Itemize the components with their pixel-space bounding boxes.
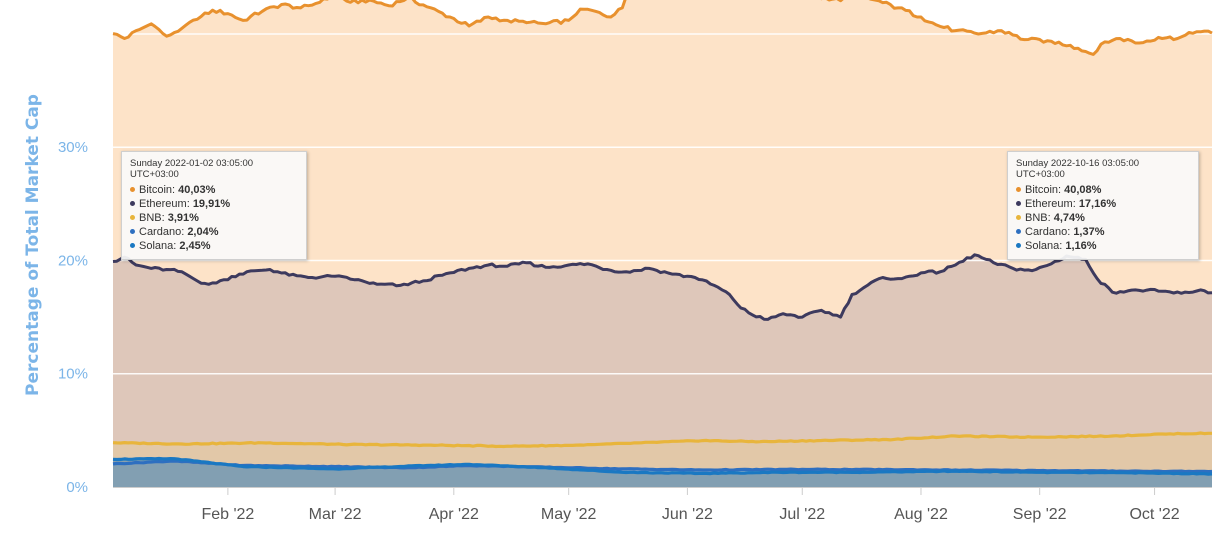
tooltip-series-value: 4,74% xyxy=(1053,212,1085,224)
y-tick-label: 30% xyxy=(58,139,88,156)
tooltip-series-value: 19,91% xyxy=(192,198,231,210)
solana-area xyxy=(113,458,1212,487)
tooltip-date: Sunday 2022-10-16 03:05:00 UTC+03:00 xyxy=(1016,158,1140,180)
x-tick-label: Mar '22 xyxy=(309,506,362,523)
legend-dot-icon xyxy=(130,200,135,206)
legend-dot-icon xyxy=(130,214,135,220)
tooltip-series-value: 1,37% xyxy=(1073,226,1105,238)
legend-dot-icon xyxy=(130,228,135,234)
tooltip-series-name: Cardano: xyxy=(139,226,188,238)
y-axis-label: Percentage of Total Market Cap xyxy=(23,94,43,396)
tooltip-row-bitcoin: Bitcoin: 40,08% xyxy=(1016,183,1190,197)
x-tick-label: May '22 xyxy=(541,506,597,523)
tooltip-row-bnb: BNB: 3,91% xyxy=(130,211,298,225)
tooltip-series-value: 1,16% xyxy=(1065,240,1097,252)
tooltip-series-value: 2,45% xyxy=(179,240,211,252)
tooltip-row-solana: Solana: 1,16% xyxy=(1016,239,1190,253)
tooltip-series-name: Bitcoin: xyxy=(139,184,179,196)
tooltip-series-value: 3,91% xyxy=(167,212,199,224)
tooltip-rows: Bitcoin: 40,08% Ethereum: 17,16% BNB: 4,74… xyxy=(1016,183,1190,253)
tooltip-series-name: Solana: xyxy=(139,240,180,252)
series-lines xyxy=(112,0,1213,476)
legend-dot-icon xyxy=(1016,200,1021,206)
x-tick-label: Jun '22 xyxy=(662,506,713,523)
bitcoin-line xyxy=(112,0,1213,56)
legend-dot-icon xyxy=(1016,228,1021,234)
ethereum-line xyxy=(112,253,1213,321)
solana-line xyxy=(112,456,1213,476)
tooltip-row-ethereum: Ethereum: 19,91% xyxy=(130,197,298,211)
y-axis-ticks: 0% 10% 20% 30% xyxy=(58,139,88,496)
x-tick-label: Sep '22 xyxy=(1013,506,1067,523)
tooltip-row-bnb: BNB: 4,74% xyxy=(1016,211,1190,225)
legend-dot-icon xyxy=(130,242,135,248)
legend-dot-icon xyxy=(1016,214,1021,220)
y-tick-label: 10% xyxy=(58,366,88,383)
x-tick-label: Jul '22 xyxy=(779,506,825,523)
legend-dot-icon xyxy=(130,186,135,192)
x-axis-ticks: Feb '22 Mar '22 Apr '22 May '22 Jun '22 Jul '… xyxy=(201,487,1180,523)
tooltip-series-value: 40,03% xyxy=(178,184,216,196)
x-tick-label: Aug '22 xyxy=(894,506,948,523)
tooltip-series-name: Cardano: xyxy=(1025,226,1074,238)
x-tick-label: Apr '22 xyxy=(429,506,479,523)
tooltip-series-name: Solana: xyxy=(1025,240,1066,252)
tooltip-row-bitcoin: Bitcoin: 40,03% xyxy=(130,183,298,197)
tooltip-rows: Bitcoin: 40,03% Ethereum: 19,91% BNB: 3,91… xyxy=(130,183,298,253)
y-tick-label: 0% xyxy=(66,479,88,496)
tooltip-series-name: Bitcoin: xyxy=(1025,184,1065,196)
tooltip-row-cardano: Cardano: 1,37% xyxy=(1016,225,1190,239)
ethereum-area xyxy=(113,254,1212,487)
tooltip-series-name: BNB: xyxy=(1025,212,1054,224)
y-tick-label: 20% xyxy=(58,252,88,269)
tooltip-series-name: Ethereum: xyxy=(1025,198,1079,210)
tooltip-series-name: BNB: xyxy=(139,212,168,224)
cardano-line xyxy=(112,459,1213,474)
grid-lines xyxy=(113,33,1212,375)
legend-dot-icon xyxy=(1016,242,1021,248)
tooltip-end-date: Sunday 2022-10-16 03:05:00 UTC+03:00 Bit… xyxy=(1007,151,1199,260)
tooltip-row-solana: Solana: 2,45% xyxy=(130,239,298,253)
tooltip-series-value: 40,08% xyxy=(1064,184,1102,196)
tooltip-start-date: Sunday 2022-01-02 03:05:00 UTC+03:00 Bit… xyxy=(121,151,307,260)
bnb-line xyxy=(112,431,1212,449)
tooltip-date: Sunday 2022-01-02 03:05:00 UTC+03:00 xyxy=(130,158,254,180)
tooltip-series-value: 17,16% xyxy=(1078,198,1117,210)
tooltip-row-cardano: Cardano: 2,04% xyxy=(130,225,298,239)
x-tick-label: Feb '22 xyxy=(201,506,254,523)
tooltip-row-ethereum: Ethereum: 17,16% xyxy=(1016,197,1190,211)
legend-dot-icon xyxy=(1016,186,1021,192)
x-tick-label: Oct '22 xyxy=(1129,506,1179,523)
tooltip-series-value: 2,04% xyxy=(187,226,219,238)
tooltip-series-name: Ethereum: xyxy=(139,198,193,210)
